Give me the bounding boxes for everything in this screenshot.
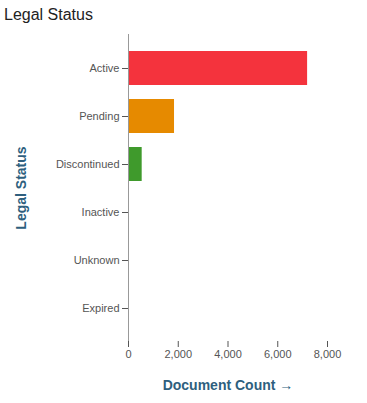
svg-text:8,000: 8,000 [314, 348, 342, 360]
svg-text:2,000: 2,000 [164, 348, 192, 360]
svg-text:4,000: 4,000 [214, 348, 242, 360]
svg-text:Inactive: Inactive [82, 206, 120, 218]
svg-text:Discontinued: Discontinued [56, 158, 120, 170]
svg-text:0: 0 [125, 348, 131, 360]
html-text:Legal Status: Legal Status [4, 6, 93, 23]
svg-text:6,000: 6,000 [264, 348, 292, 360]
svg-text:Active: Active [90, 62, 120, 74]
svg-text:Pending: Pending [79, 110, 119, 122]
svg-text:Unknown: Unknown [74, 254, 120, 266]
svg-text:Legal Status: Legal Status [13, 146, 29, 229]
svg-text:Expired: Expired [82, 302, 119, 314]
svg-text:Document Count →: Document Count → [163, 377, 294, 393]
